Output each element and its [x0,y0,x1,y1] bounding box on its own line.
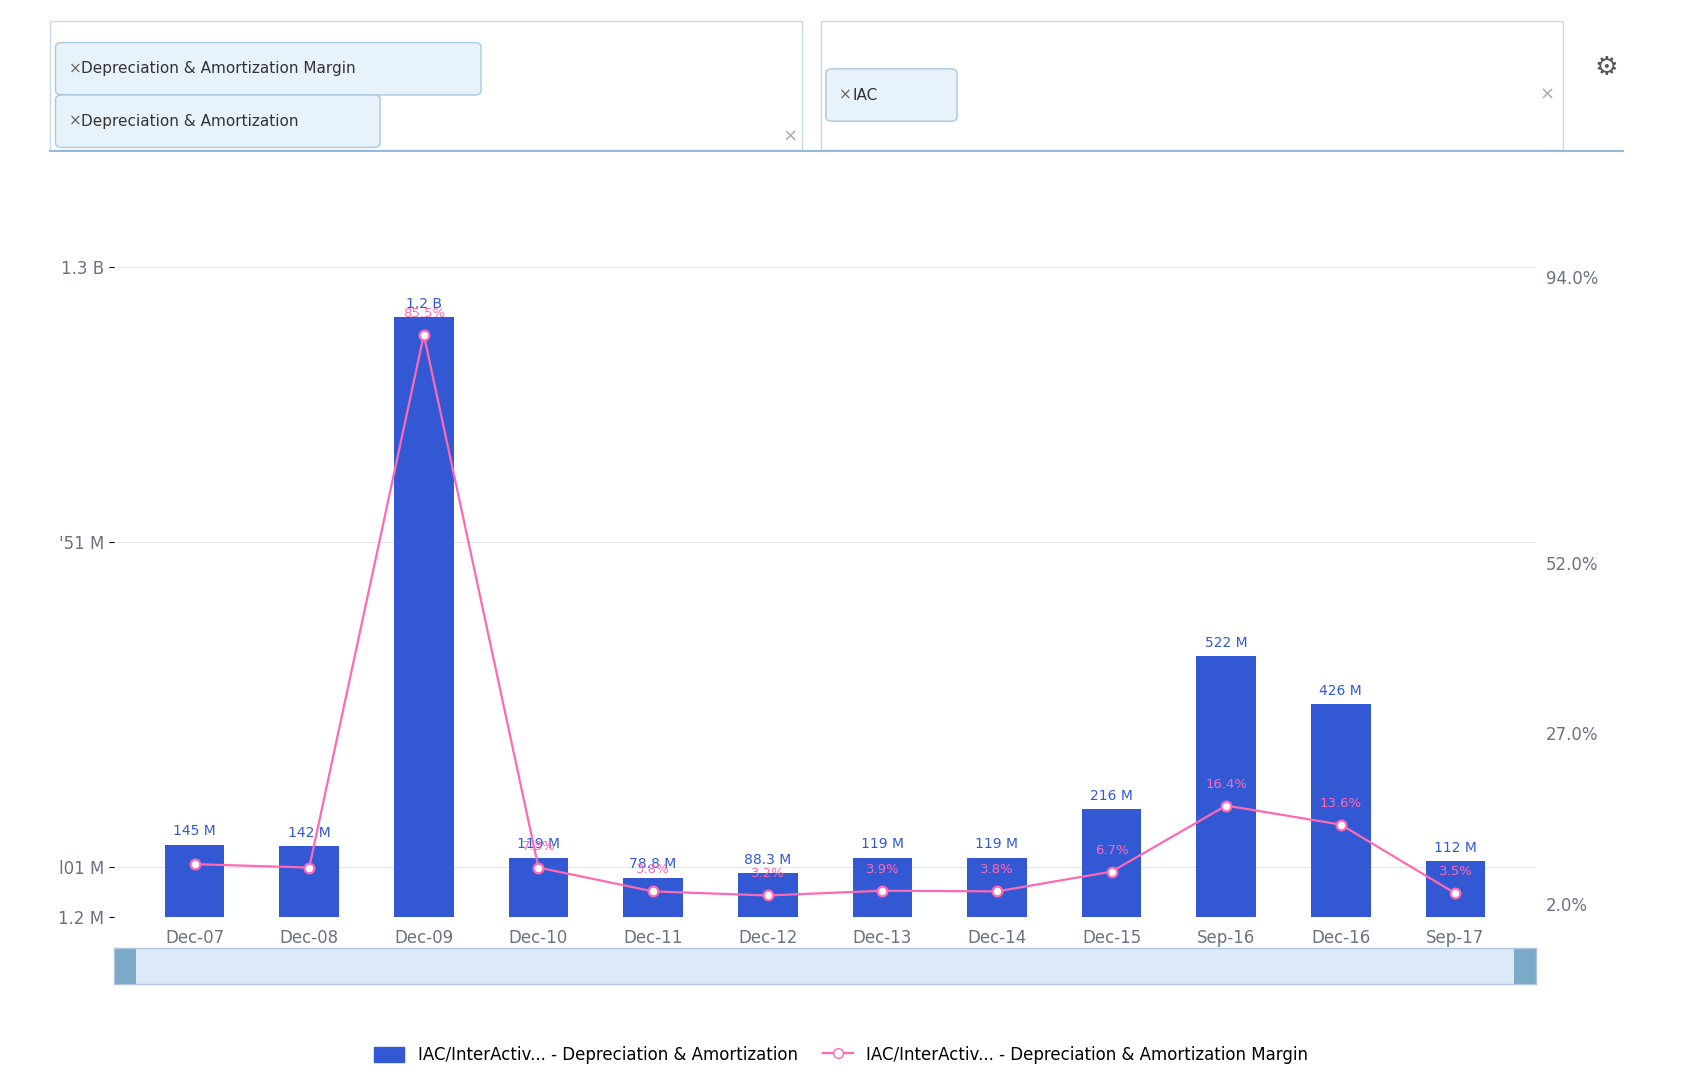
Text: 142 M: 142 M [288,826,331,840]
Bar [279,846,340,917]
Text: 6.7%: 6.7% [1095,844,1129,856]
Bar [394,317,454,917]
Text: ×: × [1541,86,1554,104]
Text: 3.8%: 3.8% [981,864,1014,877]
Text: 3.8%: 3.8% [636,864,669,877]
Text: ×: × [69,61,82,76]
Text: Depreciation & Amortization: Depreciation & Amortization [81,114,298,129]
Text: 16.4%: 16.4% [1206,778,1246,791]
Text: 3.5%: 3.5% [1438,866,1472,878]
Bar [738,874,797,917]
Text: ⚙: ⚙ [1595,55,1618,81]
Text: 85.5%: 85.5% [402,307,446,320]
Bar [1310,704,1371,917]
Text: 119 M: 119 M [516,838,560,852]
Text: 88.3 M: 88.3 M [743,853,791,867]
Text: 7.3%: 7.3% [521,840,555,853]
Bar [624,878,683,917]
Legend: IAC/InterActiv... - Depreciation & Amortization, IAC/InterActiv... - Depreciatio: IAC/InterActiv... - Depreciation & Amort… [367,1040,1315,1070]
Text: ×: × [69,114,82,129]
Text: 426 M: 426 M [1319,684,1362,698]
Text: IAC: IAC [853,87,878,103]
Text: ×: × [839,87,853,103]
Text: 145 M: 145 M [173,824,215,839]
Text: 216 M: 216 M [1090,788,1134,803]
Bar [1426,862,1485,917]
Text: 522 M: 522 M [1204,636,1248,650]
Text: 119 M: 119 M [861,838,903,852]
Text: 1.2 B: 1.2 B [405,297,442,310]
Text: 78.8 M: 78.8 M [629,857,676,871]
Bar [967,857,1026,917]
Text: 119 M: 119 M [976,838,1019,852]
Bar [165,845,224,917]
Bar [508,857,569,917]
Bar [1196,656,1256,917]
Text: 13.6%: 13.6% [1320,797,1362,809]
Text: ×: × [784,128,797,145]
Text: 112 M: 112 M [1435,841,1477,855]
Bar [114,948,136,984]
Bar [853,857,912,917]
Text: 3.2%: 3.2% [750,867,784,880]
Text: 3.9%: 3.9% [866,863,900,876]
Bar [1514,948,1536,984]
Bar [1082,809,1142,917]
Text: Depreciation & Amortization Margin: Depreciation & Amortization Margin [81,61,355,76]
